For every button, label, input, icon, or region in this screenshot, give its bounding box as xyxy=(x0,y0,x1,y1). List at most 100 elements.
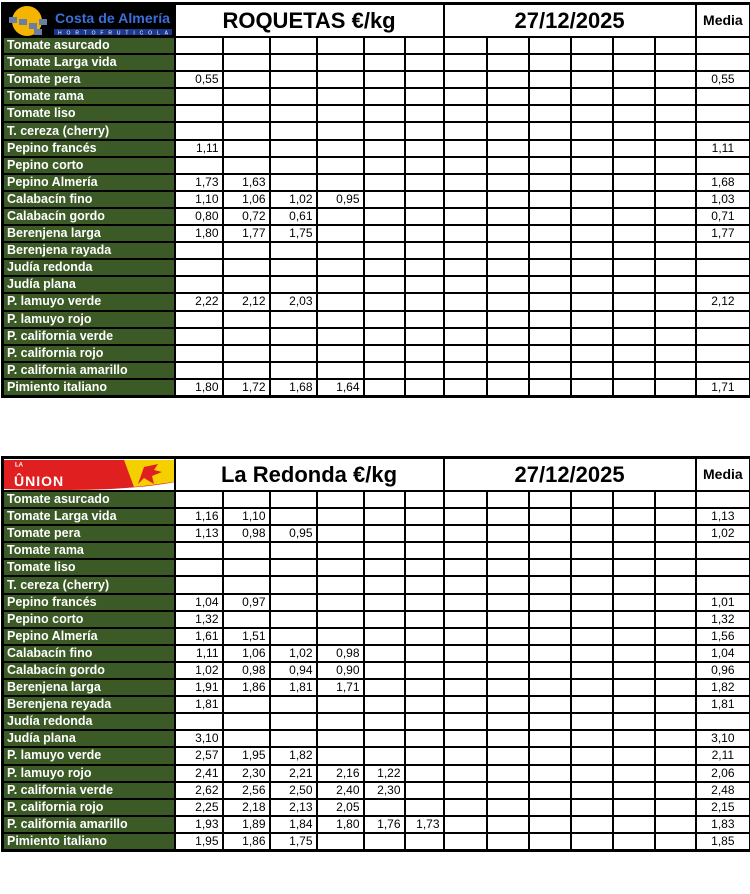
price-cell xyxy=(268,695,318,715)
price-cell xyxy=(485,831,530,852)
price-cell xyxy=(611,609,656,629)
price-cell xyxy=(315,524,365,544)
price-cell xyxy=(442,541,488,561)
table-row: Tomate rama xyxy=(1,87,750,107)
product-label: Tomate asurcado xyxy=(1,489,176,510)
price-cell xyxy=(173,575,224,595)
media-cell xyxy=(694,87,750,107)
media-cell xyxy=(694,53,750,73)
price-cell xyxy=(611,592,656,612)
product-label: Berenjena reyada xyxy=(1,695,176,715)
price-cell xyxy=(362,524,406,544)
price-cell xyxy=(403,309,445,329)
price-cell xyxy=(653,831,697,852)
price-cell xyxy=(653,626,697,646)
price-cell xyxy=(268,626,318,646)
price-cell xyxy=(362,377,406,398)
price-cell xyxy=(569,326,614,346)
media-cell xyxy=(694,104,750,124)
price-cell xyxy=(569,377,614,398)
price-cell xyxy=(315,241,365,261)
price-cell xyxy=(315,155,365,175)
price-cell: 0,90 xyxy=(315,660,365,681)
price-cell xyxy=(611,489,656,510)
price-cell: 2,22 xyxy=(173,292,224,312)
price-cell xyxy=(527,35,572,56)
price-cell xyxy=(315,592,365,612)
price-cell xyxy=(611,309,656,329)
price-cell: 2,13 xyxy=(268,797,318,817)
price-cell xyxy=(442,138,488,158)
price-cell xyxy=(485,326,530,346)
price-cell xyxy=(485,70,530,90)
price-cell xyxy=(221,104,271,124)
price-cell xyxy=(569,643,614,663)
media-cell xyxy=(694,275,750,295)
table-row: Tomate asurcado xyxy=(1,35,750,56)
price-cell xyxy=(569,343,614,363)
price-cell xyxy=(403,746,445,766)
price-cell xyxy=(403,121,445,141)
product-label: Judía redonda xyxy=(1,258,176,278)
price-cell xyxy=(611,360,656,380)
price-cell xyxy=(403,360,445,380)
price-cell xyxy=(527,343,572,363)
price-cell xyxy=(653,309,697,329)
price-cell xyxy=(315,729,365,749)
price-cell xyxy=(221,121,271,141)
price-cell xyxy=(315,489,365,510)
price-cell xyxy=(221,70,271,90)
price-cell xyxy=(569,660,614,681)
price-cell xyxy=(527,592,572,612)
media-cell: 1,32 xyxy=(694,609,750,629)
price-cell xyxy=(569,241,614,261)
price-cell xyxy=(611,541,656,561)
price-cell xyxy=(362,121,406,141)
price-cell xyxy=(362,309,406,329)
price-cell xyxy=(362,558,406,578)
price-cell xyxy=(611,275,656,295)
price-cell xyxy=(569,558,614,578)
table-row: Berenjena rayada xyxy=(1,241,750,261)
price-cell xyxy=(611,172,656,192)
table-row: Pimiento italiano 1,80 1,72 1,68 1,64 1,71 xyxy=(1,377,750,398)
price-cell xyxy=(569,104,614,124)
price-cell: 1,91 xyxy=(173,678,224,698)
price-cell xyxy=(362,275,406,295)
price-cell: 1,61 xyxy=(173,626,224,646)
price-cell xyxy=(569,206,614,227)
price-cell: 1,80 xyxy=(173,377,224,398)
product-label: Tomate pera xyxy=(1,524,176,544)
price-cell: 2,50 xyxy=(268,780,318,800)
price-cell xyxy=(569,712,614,732)
price-cell xyxy=(442,326,488,346)
media-cell xyxy=(694,343,750,363)
product-label: Berenjena rayada xyxy=(1,241,176,261)
price-cell xyxy=(362,35,406,56)
product-label: Tomate Larga vida xyxy=(1,507,176,527)
price-cell xyxy=(315,609,365,629)
price-cell xyxy=(442,121,488,141)
price-cell xyxy=(442,70,488,90)
price-cell xyxy=(362,746,406,766)
product-label: Tomate rama xyxy=(1,87,176,107)
media-cell: 1,82 xyxy=(694,678,750,698)
price-cell xyxy=(653,729,697,749)
table-row: Judía redonda xyxy=(1,712,750,732)
price-cell xyxy=(611,224,656,244)
table-row: Calabacín fino 1,11 1,06 1,02 0,98 1,04 xyxy=(1,643,750,663)
price-cell xyxy=(268,609,318,629)
price-cell xyxy=(362,592,406,612)
price-cell xyxy=(173,121,224,141)
price-cell: 1,73 xyxy=(173,172,224,192)
price-cell xyxy=(611,780,656,800)
table-row: T. cereza (cherry) xyxy=(1,575,750,595)
price-cell xyxy=(403,524,445,544)
media-cell: 2,15 xyxy=(694,797,750,817)
price-cell xyxy=(569,360,614,380)
product-label: P. california rojo xyxy=(1,797,176,817)
media-cell xyxy=(694,558,750,578)
price-cell xyxy=(569,70,614,90)
price-cell xyxy=(485,224,530,244)
price-cell xyxy=(485,814,530,834)
